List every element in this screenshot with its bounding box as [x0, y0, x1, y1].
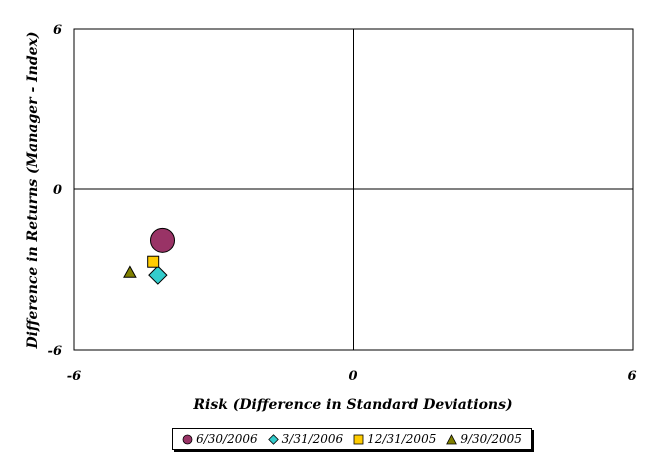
legend: 6/30/2006 3/31/2006 12/31/2005 9/30/2005: [172, 428, 532, 450]
y-tick-label-top: 6: [53, 23, 62, 38]
legend-label: 6/30/2006: [196, 432, 258, 446]
y-tick-label-mid: 0: [53, 183, 62, 198]
data-point-square-12-31-2005: [147, 255, 160, 268]
x-tick-label-left: -6: [67, 369, 81, 384]
x-tick-label-right: 6: [627, 369, 636, 384]
triangle-marker-icon: [446, 433, 458, 444]
y-tick-label-bottom: -6: [48, 344, 62, 359]
legend-label: 12/31/2005: [367, 432, 437, 446]
data-point-circle-6-30-2006: [150, 227, 176, 253]
legend-item-6-30-2006: 6/30/2006: [182, 432, 258, 446]
x-tick-label-mid: 0: [348, 369, 357, 384]
legend-label: 3/31/2006: [281, 432, 344, 446]
legend-item-12-31-2005: 12/31/2005: [353, 432, 436, 446]
data-point-diamond-3-31-2006: [148, 265, 168, 285]
x-axis-label: Risk (Difference in Standard Deviations): [192, 397, 512, 413]
legend-label: 9/30/2005: [460, 432, 522, 446]
diamond-marker-icon: [267, 433, 279, 445]
circle-marker-icon: [182, 434, 193, 444]
square-marker-icon: [353, 434, 364, 444]
y-axis-label: Difference in Returns (Manager - Index): [25, 31, 41, 349]
legend-item-3-31-2006: 3/31/2006: [267, 432, 344, 446]
legend-item-9-30-2005: 9/30/2005: [446, 432, 522, 446]
data-point-triangle-9-30-2005: [123, 265, 137, 278]
data-points: [123, 227, 176, 285]
